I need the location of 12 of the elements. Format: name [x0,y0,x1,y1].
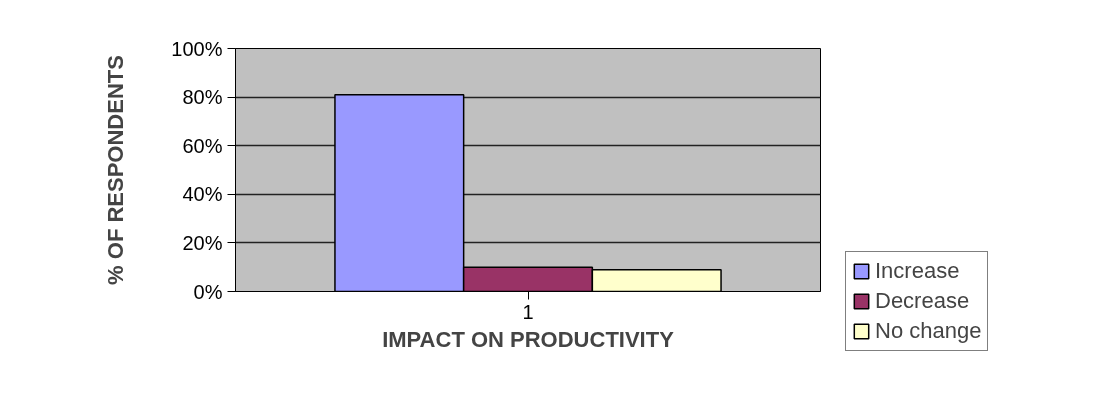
y-tick-label: 20% [182,231,223,254]
legend-label: No change [875,318,982,344]
y-tick-label: 60% [182,134,223,157]
y-tick-label: 0% [193,280,223,303]
y-axis-title: % OF RESPONDENTS [103,55,129,285]
x-tick-label: 1 [522,300,534,323]
legend-label: Increase [875,258,960,284]
x-axis-title: IMPACT ON PRODUCTIVITY [382,326,675,352]
y-tick-label: 100% [171,37,223,60]
y-tick-label: 80% [182,86,223,109]
legend-label: Decrease [875,288,970,314]
y-tick-label: 40% [182,183,223,206]
